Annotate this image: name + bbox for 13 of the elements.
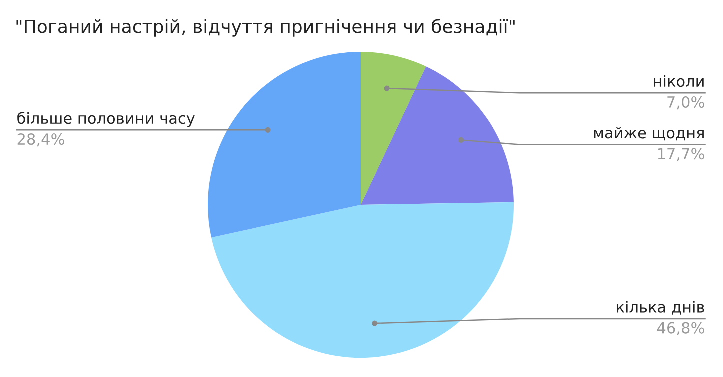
data-label: 28,4% <box>18 134 64 147</box>
pie-slice <box>208 52 361 238</box>
data-label: 7,0% <box>668 96 704 110</box>
data-label: 46,8% <box>657 322 704 336</box>
pie-slice <box>212 202 514 358</box>
pie-slice <box>361 52 426 205</box>
slice-label: кілька днів <box>617 301 704 315</box>
slice-label: майже щодня <box>594 127 704 141</box>
slice-label: ніколи <box>654 75 704 88</box>
data-label: 17,7% <box>658 148 704 162</box>
pie-slice <box>361 66 514 205</box>
chart-title: "Поганий настрій, відчуття пригнічення чи безнадії" <box>16 19 515 37</box>
slice-label: більше половини часу <box>18 112 195 128</box>
